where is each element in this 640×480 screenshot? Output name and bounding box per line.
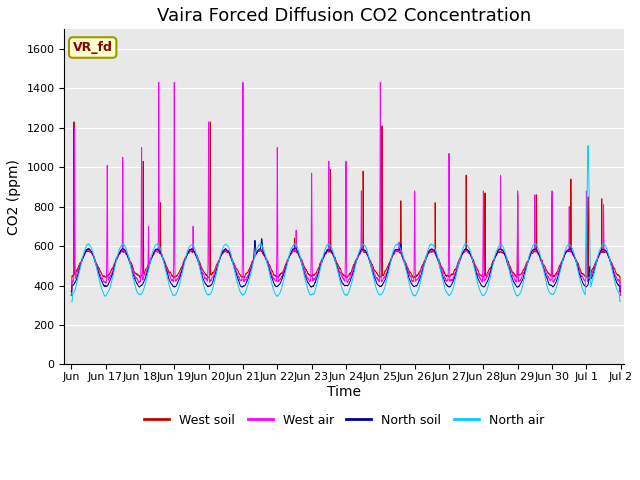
Title: Vaira Forced Diffusion CO2 Concentration: Vaira Forced Diffusion CO2 Concentration	[157, 7, 531, 25]
Text: VR_fd: VR_fd	[73, 41, 113, 54]
Y-axis label: CO2 (ppm): CO2 (ppm)	[7, 159, 21, 235]
X-axis label: Time: Time	[327, 385, 361, 399]
Legend: West soil, West air, North soil, North air: West soil, West air, North soil, North a…	[140, 409, 549, 432]
